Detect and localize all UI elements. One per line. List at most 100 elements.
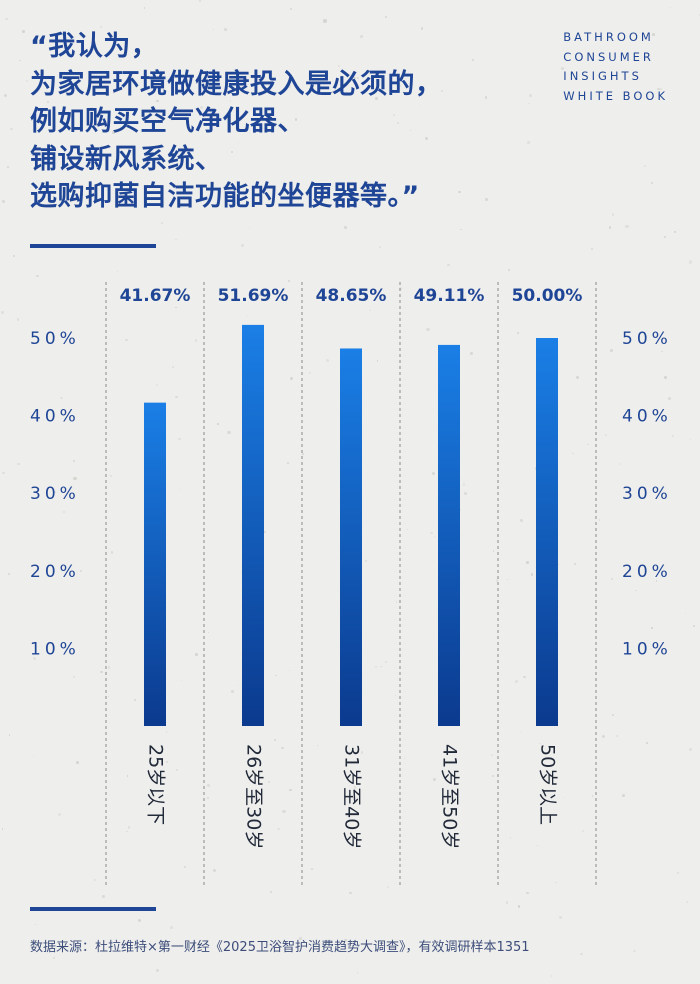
texture-speck — [644, 165, 647, 167]
texture-speck — [404, 757, 406, 759]
texture-speck — [286, 462, 290, 465]
texture-speck — [485, 198, 488, 201]
texture-speck — [576, 376, 580, 380]
texture-speck — [178, 437, 181, 441]
texture-speck — [155, 150, 157, 152]
brand-line: WHITE BOOK — [563, 88, 668, 103]
bottom-divider — [30, 907, 156, 911]
texture-speck — [174, 306, 177, 309]
texture-speck — [426, 328, 430, 332]
texture-speck — [612, 713, 614, 716]
texture-speck — [308, 372, 311, 375]
texture-speck — [517, 332, 520, 335]
texture-speck — [520, 518, 524, 522]
texture-speck — [384, 16, 387, 19]
texture-speck — [376, 360, 379, 363]
texture-speck — [353, 785, 357, 789]
texture-speck — [10, 127, 13, 131]
brand-line: BATHROOM — [563, 30, 654, 44]
texture-speck — [492, 549, 495, 552]
texture-speck — [12, 255, 15, 257]
texture-speck — [2, 471, 5, 475]
texture-speck — [287, 279, 290, 283]
texture-speck — [245, 78, 247, 81]
texture-speck — [195, 339, 198, 342]
texture-speck — [604, 434, 607, 437]
texture-speck — [394, 694, 396, 696]
texture-speck — [138, 919, 142, 923]
texture-speck — [308, 87, 312, 91]
texture-speck — [289, 377, 293, 381]
texture-speck — [217, 423, 219, 425]
texture-speck — [189, 581, 192, 584]
texture-speck — [635, 589, 638, 592]
texture-speck — [2, 828, 4, 830]
texture-speck — [108, 695, 110, 697]
texture-speck — [515, 680, 519, 683]
texture-speck — [275, 674, 277, 677]
texture-speck — [156, 99, 159, 102]
texture-speck — [112, 131, 115, 135]
texture-speck — [509, 837, 512, 839]
texture-speck — [526, 891, 529, 895]
brand-line: CONSUMER — [563, 49, 654, 64]
texture-speck — [656, 580, 658, 582]
texture-speck — [462, 483, 465, 486]
texture-speck — [633, 950, 636, 953]
texture-speck — [165, 731, 168, 733]
texture-speck — [183, 865, 186, 869]
texture-speck — [652, 33, 655, 36]
texture-speck — [264, 531, 266, 534]
texture-speck — [667, 397, 671, 401]
category-label: 50岁以上 — [537, 744, 559, 825]
texture-speck — [310, 940, 313, 942]
texture-speck — [238, 685, 240, 687]
texture-speck — [344, 226, 348, 229]
texture-speck — [664, 236, 666, 238]
texture-speck — [113, 93, 115, 95]
data-label: 41.67% — [120, 286, 191, 306]
source-note: 数据来源：杜拉维特×第一财经《2025卫浴智护消费趋势大调查》，有效调研样本13… — [30, 940, 530, 955]
texture-speck — [229, 100, 231, 102]
texture-speck — [124, 338, 128, 342]
texture-speck — [86, 115, 89, 118]
data-label: 48.65% — [316, 286, 387, 306]
texture-speck — [107, 666, 111, 669]
texture-speck — [559, 915, 563, 919]
texture-speck — [688, 260, 692, 264]
texture-speck — [100, 670, 103, 673]
texture-speck — [365, 560, 367, 562]
texture-speck — [432, 472, 436, 476]
texture-speck — [19, 59, 21, 62]
category-label: 41岁至50岁 — [439, 744, 461, 849]
texture-speck — [277, 827, 280, 830]
texture-speck — [684, 612, 686, 614]
texture-speck — [2, 200, 5, 203]
texture-speck — [73, 676, 76, 678]
texture-speck — [207, 631, 210, 633]
texture-speck — [172, 366, 174, 368]
texture-speck — [124, 122, 128, 126]
texture-speck — [143, 6, 146, 9]
texture-speck — [212, 29, 215, 31]
texture-speck — [622, 793, 626, 797]
texture-speck — [396, 121, 400, 125]
texture-speck — [356, 972, 359, 974]
y-tick-label-left: 20% — [30, 562, 80, 582]
texture-speck — [406, 528, 409, 530]
texture-speck — [495, 579, 498, 582]
texture-speck — [523, 675, 526, 679]
texture-speck — [418, 103, 421, 106]
texture-speck — [32, 656, 36, 660]
texture-speck — [134, 698, 137, 701]
texture-speck — [580, 952, 583, 956]
texture-speck — [36, 275, 39, 278]
texture-speck — [212, 868, 216, 872]
y-tick-label-right: 20% — [622, 562, 672, 582]
texture-speck — [657, 88, 660, 91]
texture-speck — [618, 463, 621, 465]
texture-speck — [349, 891, 352, 895]
texture-speck — [237, 142, 239, 144]
texture-speck — [506, 578, 509, 581]
bar — [340, 348, 362, 726]
